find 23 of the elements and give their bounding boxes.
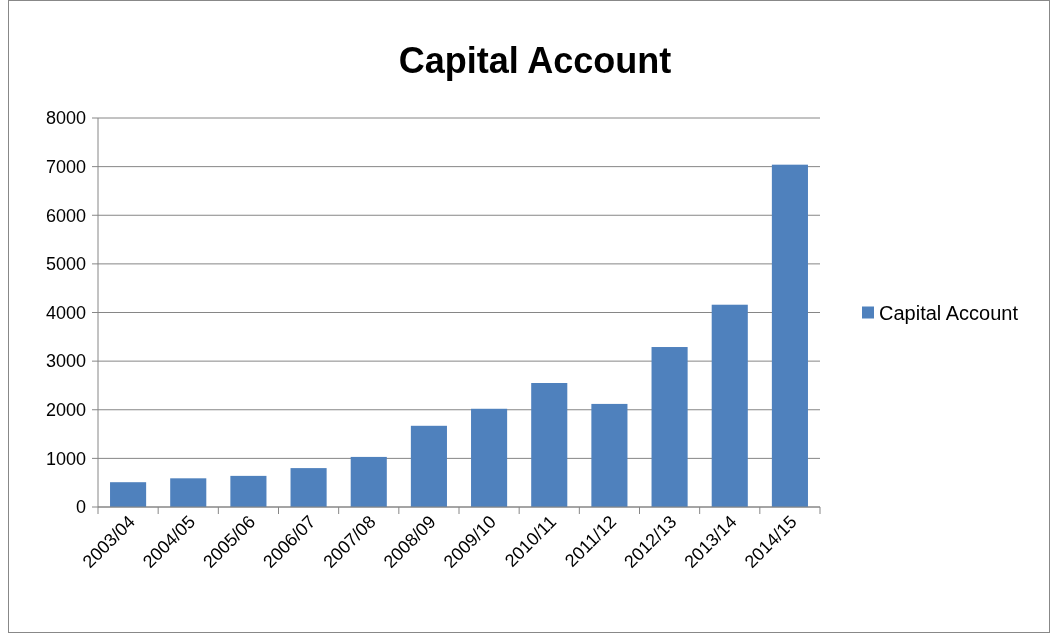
y-tick-label: 4000 [45,302,86,323]
y-tick-label: 2000 [45,400,86,421]
y-tick-label: 3000 [45,351,86,372]
bar [651,347,688,507]
bar [290,468,327,507]
y-tick-label: 0 [75,497,86,518]
bar [471,408,508,507]
y-tick-label: 6000 [45,205,86,226]
bar [591,403,628,507]
y-tick-label: 1000 [45,448,86,469]
chart-title: Capital Account [398,40,672,81]
bar [771,164,808,507]
bar [230,475,267,507]
y-tick-label: 7000 [45,156,86,177]
bar [531,383,568,507]
y-tick-label: 5000 [45,254,86,275]
bar [410,425,447,507]
y-tick-label: 8000 [45,108,86,129]
legend-label: Capital Account [879,301,1019,324]
bar [350,456,387,507]
bar [711,304,748,507]
bar [170,478,207,507]
bar [110,482,147,507]
